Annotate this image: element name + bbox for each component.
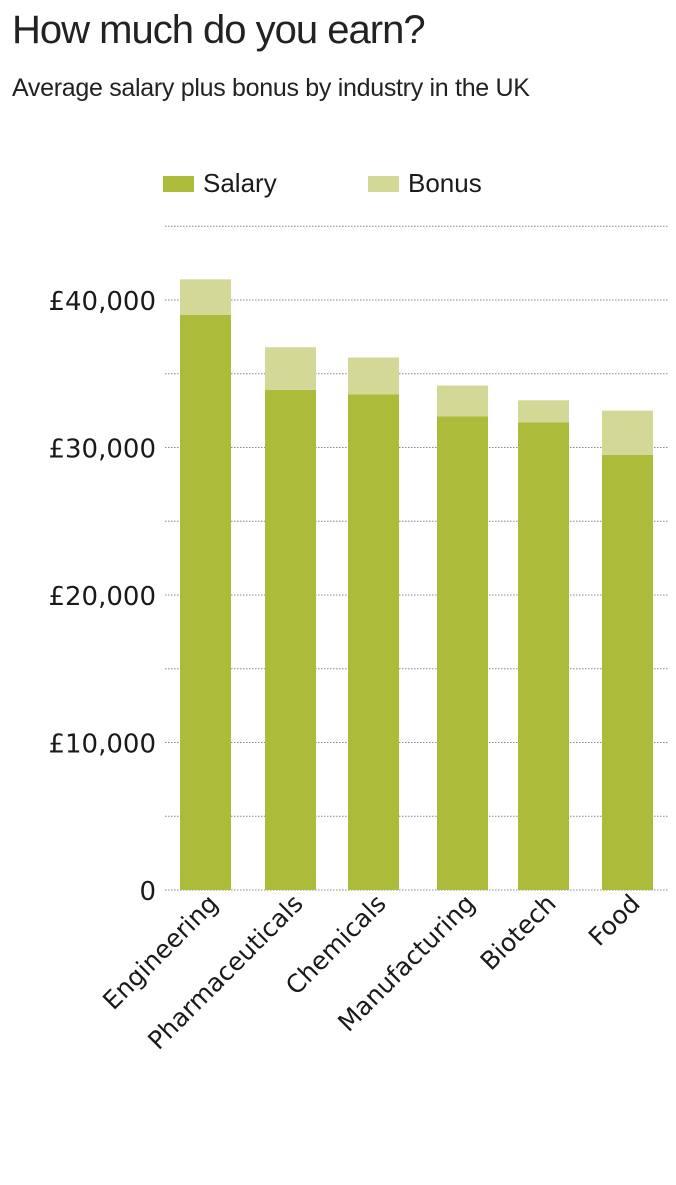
y-tick-label: £30,000 <box>48 435 156 465</box>
bar-segment-salary <box>348 394 399 890</box>
bar-segment-salary <box>602 454 653 890</box>
y-tick-label: £10,000 <box>48 730 156 760</box>
y-axis-labels: 0 £10,000 £20,000 £30,000 £40,000 <box>48 287 156 907</box>
y-tick-label: £20,000 <box>48 582 156 612</box>
bar-segment-salary <box>180 314 231 890</box>
bar-segment-bonus <box>602 410 653 455</box>
bar-engineering <box>180 279 231 890</box>
y-tick-label: 0 <box>139 877 156 907</box>
bar-segment-bonus <box>265 347 316 390</box>
bar-manufacturing <box>437 385 488 890</box>
x-tick-label: Pharmaceuticals <box>142 889 309 1056</box>
bar-segment-bonus <box>518 400 569 423</box>
legend-item-bonus: Bonus <box>368 168 482 199</box>
x-tick-label: Food <box>583 889 646 952</box>
bar-segment-bonus <box>180 279 231 315</box>
bar-pharmaceuticals <box>265 347 316 890</box>
bar-chemicals <box>348 357 399 890</box>
bar-segment-salary <box>518 422 569 890</box>
legend-label-bonus: Bonus <box>408 168 482 198</box>
bar-biotech <box>518 400 569 890</box>
bar-segment-salary <box>265 389 316 890</box>
y-tick-label: £40,000 <box>48 287 156 317</box>
chart-subtitle: Average salary plus bonus by industry in… <box>12 74 530 102</box>
bar-segment-bonus <box>348 357 399 395</box>
x-axis-labels: EngineeringPharmaceuticalsChemicalsManuf… <box>97 889 646 1056</box>
bar-segment-salary <box>437 416 488 890</box>
bar-food <box>602 410 653 890</box>
legend-label-salary: Salary <box>203 168 277 198</box>
legend-swatch-bonus <box>368 175 399 192</box>
x-tick-label: Biotech <box>475 889 562 976</box>
bars <box>180 279 653 890</box>
gridlines <box>165 225 668 891</box>
legend-swatch-salary <box>163 175 194 192</box>
bar-segment-bonus <box>437 385 488 417</box>
chart-title: How much do you earn? <box>12 8 426 52</box>
legend-item-salary: Salary <box>163 168 277 199</box>
